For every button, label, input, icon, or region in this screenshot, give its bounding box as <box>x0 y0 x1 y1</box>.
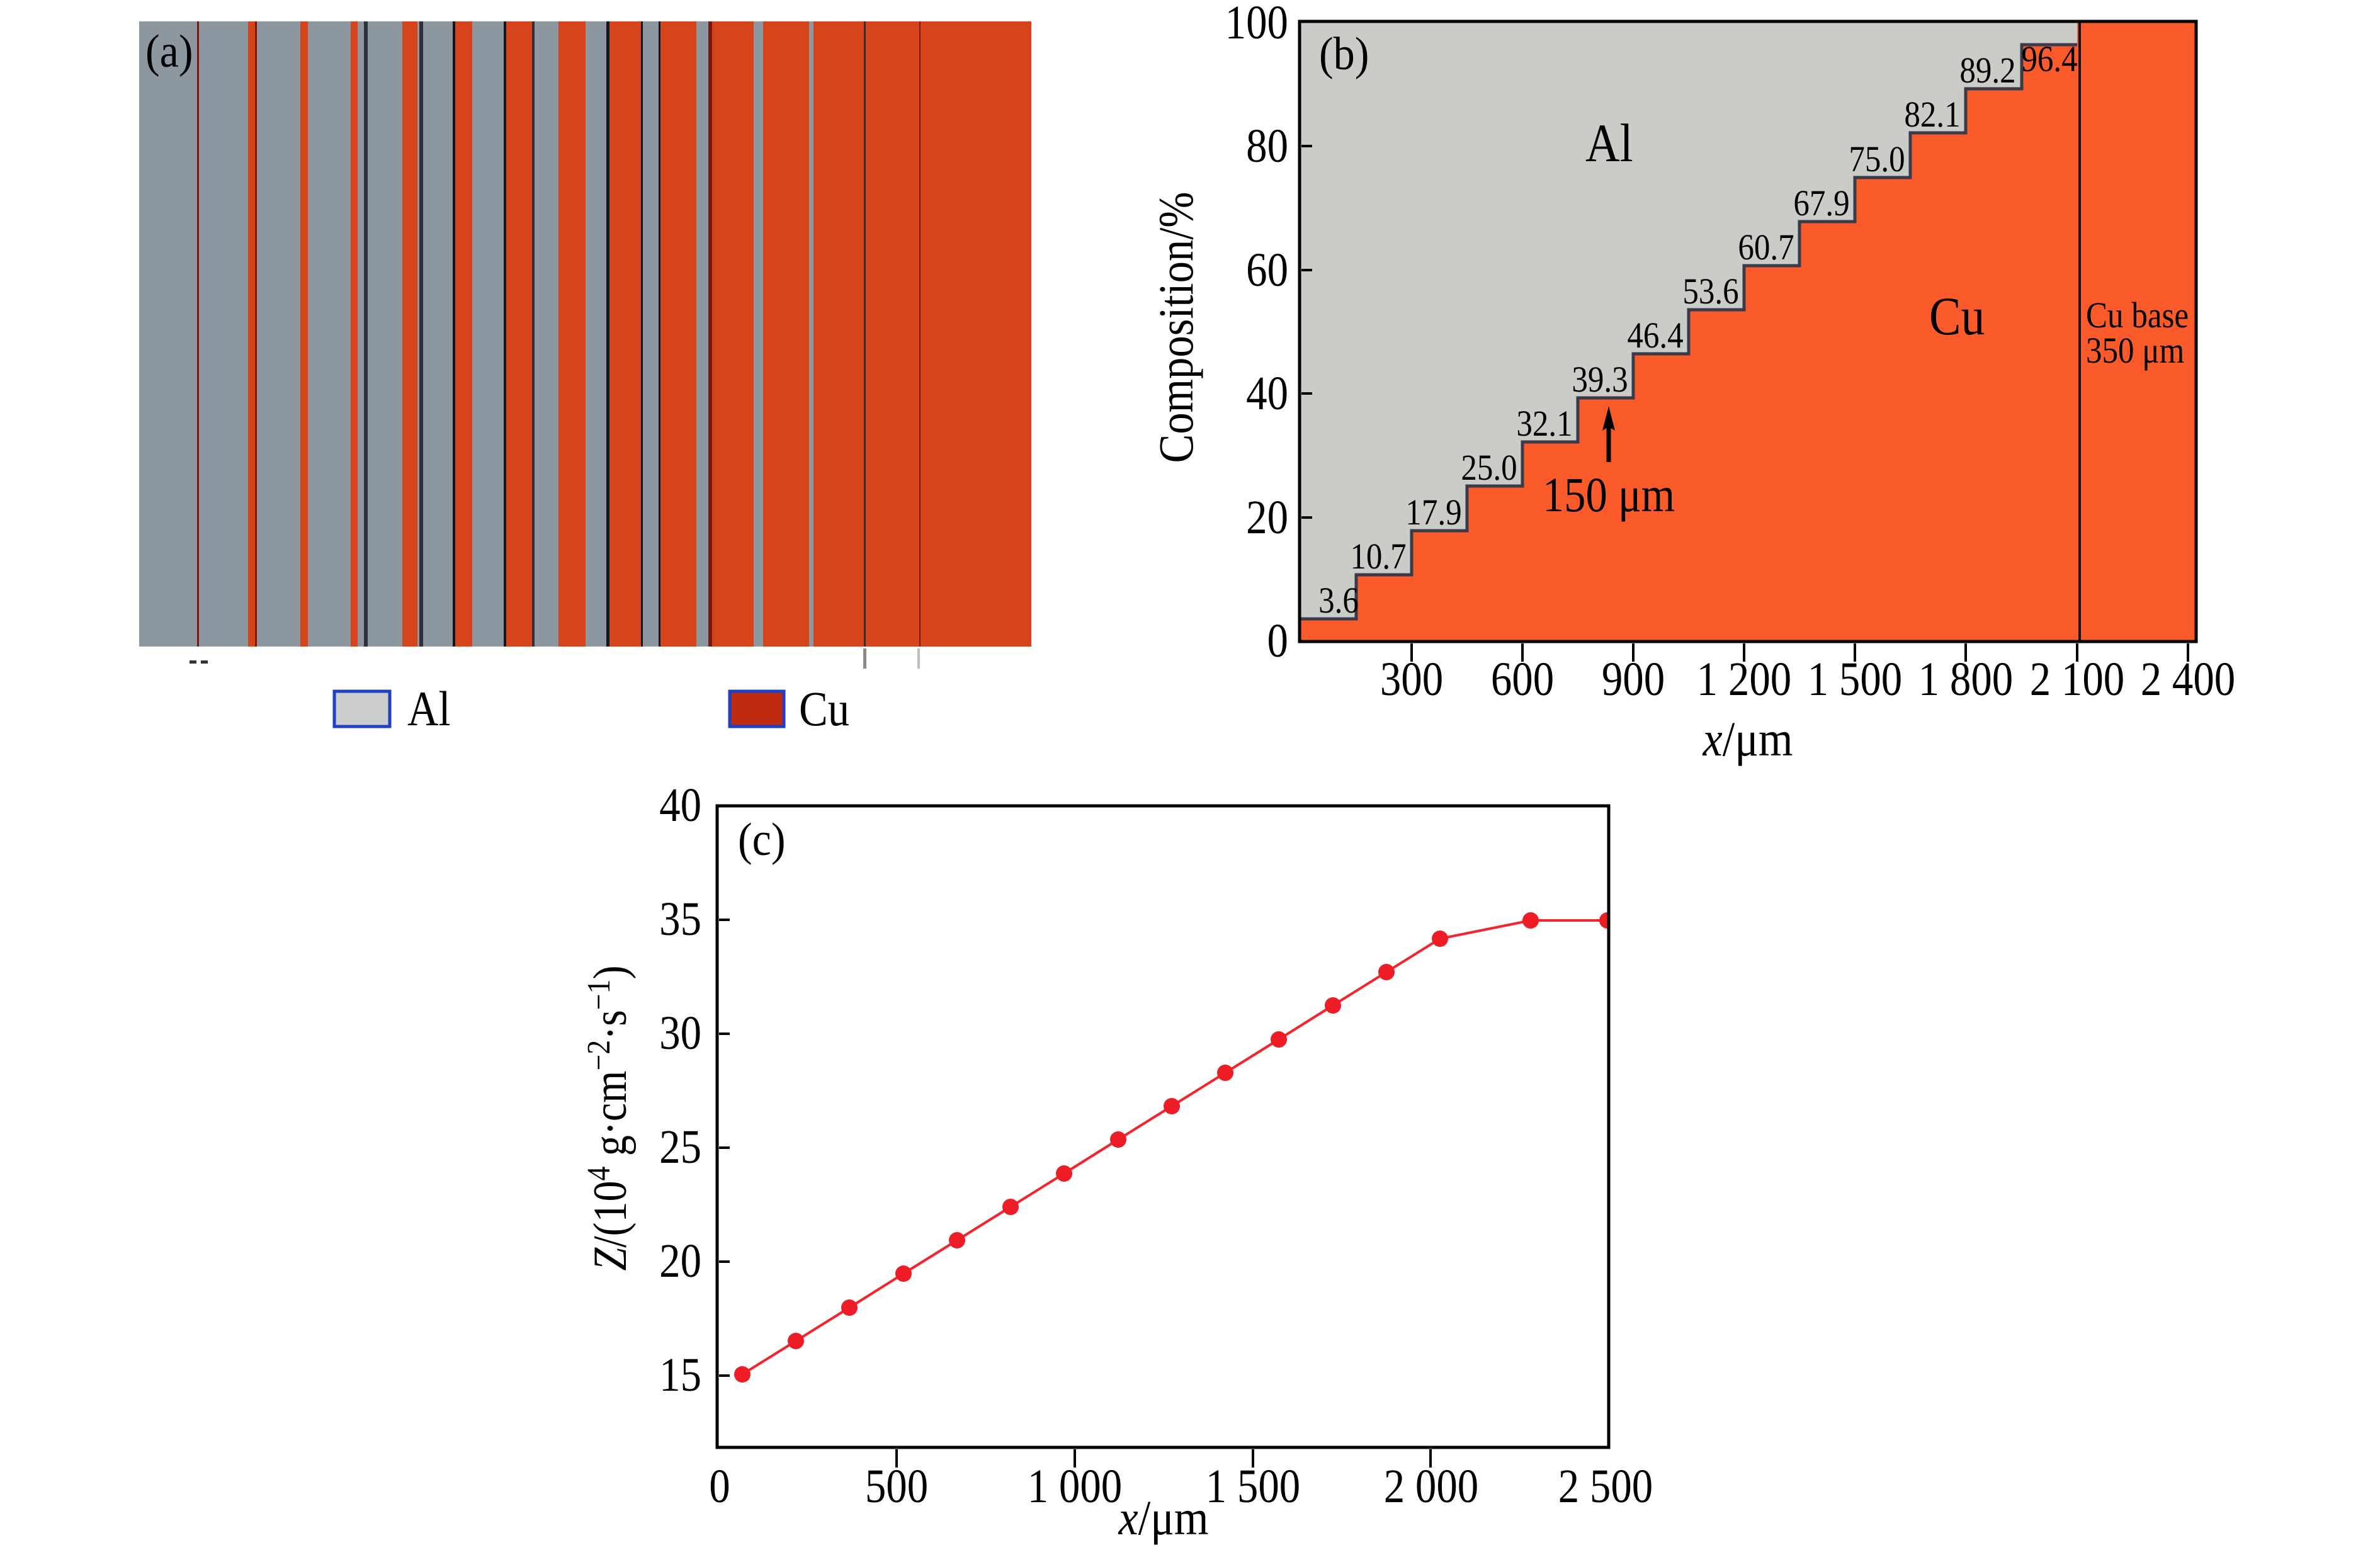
svg-text:60: 60 <box>1246 244 1288 297</box>
svg-text:600: 600 <box>1491 653 1554 706</box>
svg-text:1 200: 1 200 <box>1697 653 1791 706</box>
svg-text:25: 25 <box>659 1121 701 1174</box>
svg-text:900: 900 <box>1602 653 1665 706</box>
svg-text:1 500: 1 500 <box>1808 653 1902 706</box>
svg-text:1 800: 1 800 <box>1918 653 2013 706</box>
svg-text:2 500: 2 500 <box>1558 1460 1653 1513</box>
svg-text:1 500: 1 500 <box>1206 1460 1300 1513</box>
svg-text:89.2: 89.2 <box>1959 50 2015 91</box>
svg-text:32.1: 32.1 <box>1516 403 1572 444</box>
svg-text:30: 30 <box>659 1007 701 1060</box>
svg-text:2 400: 2 400 <box>2141 653 2235 706</box>
svg-text:67.9: 67.9 <box>1793 183 1849 223</box>
svg-text:75.0: 75.0 <box>1849 139 1905 179</box>
svg-text:300: 300 <box>1380 653 1443 706</box>
svg-text:0: 0 <box>1267 614 1288 667</box>
svg-text:80: 80 <box>1246 120 1288 173</box>
svg-text:20: 20 <box>1246 491 1288 544</box>
svg-text:96.4: 96.4 <box>2021 38 2077 79</box>
svg-text:20: 20 <box>659 1235 701 1287</box>
svg-text:(c): (c) <box>738 814 786 865</box>
svg-text:100: 100 <box>1225 0 1288 49</box>
svg-text:x/μm: x/μm <box>1118 1491 1209 1546</box>
svg-text:60.7: 60.7 <box>1738 227 1794 268</box>
svg-text:150 μm: 150 μm <box>1543 468 1675 522</box>
svg-text:40: 40 <box>659 779 701 832</box>
svg-text:35: 35 <box>659 893 701 946</box>
svg-text:350 μm: 350 μm <box>2086 330 2184 371</box>
svg-text:25.0: 25.0 <box>1461 447 1517 488</box>
svg-text:2 100: 2 100 <box>2030 653 2124 706</box>
svg-text:500: 500 <box>865 1460 928 1513</box>
svg-text:Z/(104 g·cm−2·s−1): Z/(104 g·cm−2·s−1) <box>580 966 637 1271</box>
svg-text:15: 15 <box>659 1349 701 1401</box>
svg-text:Al: Al <box>1585 113 1633 174</box>
svg-text:x/μm: x/μm <box>1703 713 1793 767</box>
svg-text:Al: Al <box>407 682 451 736</box>
svg-text:53.6: 53.6 <box>1682 271 1738 312</box>
svg-text:2 000: 2 000 <box>1384 1460 1478 1513</box>
svg-text:1 000: 1 000 <box>1028 1460 1122 1513</box>
svg-text:10.7: 10.7 <box>1350 536 1406 577</box>
svg-text:Cu: Cu <box>799 682 849 736</box>
svg-text:(b): (b) <box>1319 28 1369 79</box>
svg-text:(a): (a) <box>145 26 193 77</box>
svg-text:Cu base: Cu base <box>2086 295 2189 336</box>
svg-text:17.9: 17.9 <box>1405 492 1461 533</box>
svg-text:40: 40 <box>1246 367 1288 420</box>
svg-text:46.4: 46.4 <box>1627 315 1683 356</box>
svg-text:39.3: 39.3 <box>1572 359 1628 400</box>
svg-text:3.6: 3.6 <box>1318 580 1359 621</box>
svg-text:0: 0 <box>709 1460 730 1513</box>
svg-text:82.1: 82.1 <box>1904 94 1960 135</box>
svg-text:Cu: Cu <box>1929 286 1985 347</box>
svg-text:Composition/%: Composition/% <box>1149 192 1203 463</box>
